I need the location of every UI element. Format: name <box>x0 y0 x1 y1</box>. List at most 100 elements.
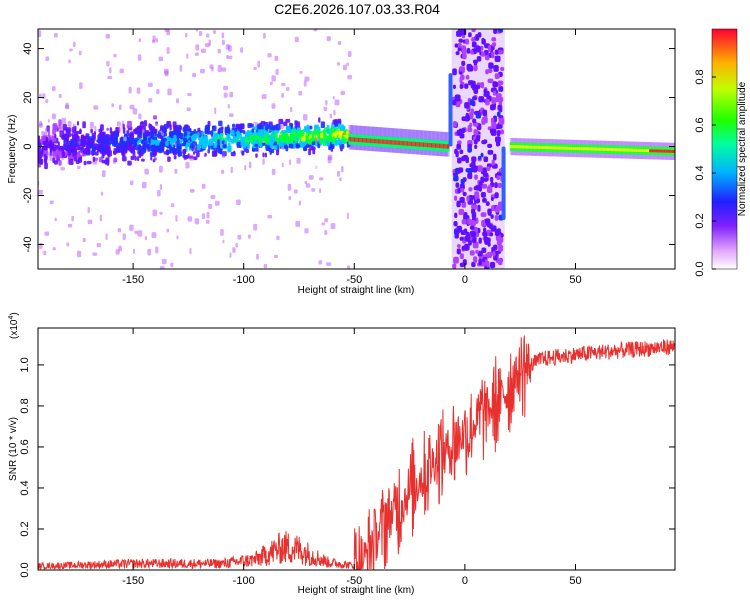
heat-cell <box>58 125 63 130</box>
heat-cell <box>481 219 487 227</box>
heat-cell <box>206 219 210 224</box>
heat-cell <box>303 114 308 121</box>
heat-cell <box>272 66 278 70</box>
heat-cell <box>478 237 482 244</box>
heat-cell <box>496 130 501 137</box>
heat-cell <box>339 126 343 131</box>
heat-cell <box>192 72 197 78</box>
heat-cell <box>183 148 187 155</box>
heat-cell <box>490 105 495 111</box>
heat-cell <box>105 233 108 241</box>
heat-cell <box>79 82 83 89</box>
heat-cell <box>93 105 99 110</box>
heat-cell <box>326 262 332 266</box>
heat-cell <box>304 228 309 234</box>
y-tick-label: 0.0 <box>19 562 31 577</box>
heat-cell <box>453 175 459 182</box>
heat-cell <box>144 144 147 151</box>
heat-cell <box>472 96 477 101</box>
heat-cell <box>457 30 462 37</box>
heat-cell <box>38 189 44 195</box>
heat-cell <box>152 126 156 130</box>
heat-cell <box>39 93 42 98</box>
heat-cell <box>477 204 481 212</box>
heat-cell <box>296 132 299 137</box>
heat-cell <box>318 136 321 141</box>
heat-cell <box>314 165 318 170</box>
heat-cell <box>77 250 82 258</box>
heat-cell <box>191 135 194 140</box>
heat-cell <box>38 163 41 167</box>
heat-cell <box>72 41 76 48</box>
heat-cell <box>133 101 136 106</box>
heat-cell <box>67 149 72 156</box>
heat-cell <box>113 150 118 154</box>
heat-cell <box>59 130 65 138</box>
heat-cell <box>243 203 249 211</box>
heat-cell <box>494 192 499 199</box>
heat-cell <box>199 263 203 269</box>
heat-cell <box>496 234 501 242</box>
heat-cell <box>271 75 276 82</box>
heat-cell <box>155 121 158 127</box>
heat-cell <box>91 147 96 152</box>
heat-cell <box>491 159 495 166</box>
heat-cell <box>476 56 482 62</box>
heat-cell <box>483 88 488 94</box>
heat-cell <box>319 188 322 194</box>
heat-cell <box>195 44 200 51</box>
heat-cell <box>117 148 122 152</box>
heat-cell <box>204 43 210 48</box>
heat-cell <box>494 55 501 63</box>
heat-cell <box>78 50 82 56</box>
heat-cell <box>92 98 97 105</box>
heat-cell <box>42 93 46 100</box>
heat-cell <box>456 200 461 208</box>
heat-cell <box>53 97 57 104</box>
heat-cell <box>193 156 198 161</box>
heat-cell <box>184 32 188 38</box>
heat-cell <box>65 102 69 109</box>
heat-cell <box>454 148 458 155</box>
heat-cell <box>452 99 457 106</box>
heat-cell <box>156 89 160 95</box>
heat-cell <box>309 125 313 130</box>
heat-cell <box>459 236 464 241</box>
heat-cell <box>49 157 54 161</box>
heat-cell <box>346 141 349 148</box>
heat-cell <box>478 96 485 103</box>
heat-cell <box>318 260 323 265</box>
heat-cell <box>76 151 81 158</box>
x-tick-label: -100 <box>233 575 255 587</box>
heat-cell <box>318 117 321 123</box>
heat-cell <box>176 131 181 137</box>
heat-cell <box>61 117 67 125</box>
heat-cell <box>497 111 501 117</box>
heat-cell <box>481 247 487 254</box>
x-tick-label: 50 <box>569 274 581 286</box>
heat-cell <box>134 155 137 161</box>
heat-cell <box>76 165 81 170</box>
heat-cell <box>473 256 478 264</box>
heat-cell <box>260 190 263 197</box>
heat-cell <box>86 139 89 145</box>
heat-cell <box>242 143 247 149</box>
heat-cell <box>102 136 107 144</box>
heat-cell <box>253 66 257 71</box>
heat-cell <box>293 189 298 194</box>
heat-cell <box>58 159 62 166</box>
heat-cell <box>322 45 328 52</box>
heat-cell <box>339 131 343 138</box>
heat-cell <box>494 49 499 55</box>
heat-cell <box>221 151 226 158</box>
heat-cell <box>456 143 462 150</box>
heat-cell <box>151 232 157 239</box>
heat-cell <box>202 142 207 149</box>
heat-cell <box>121 156 127 162</box>
heat-cell <box>129 180 134 186</box>
heat-cell <box>483 227 487 233</box>
heat-cell <box>142 129 145 133</box>
heat-cell <box>485 54 490 61</box>
heat-cell <box>492 251 496 257</box>
